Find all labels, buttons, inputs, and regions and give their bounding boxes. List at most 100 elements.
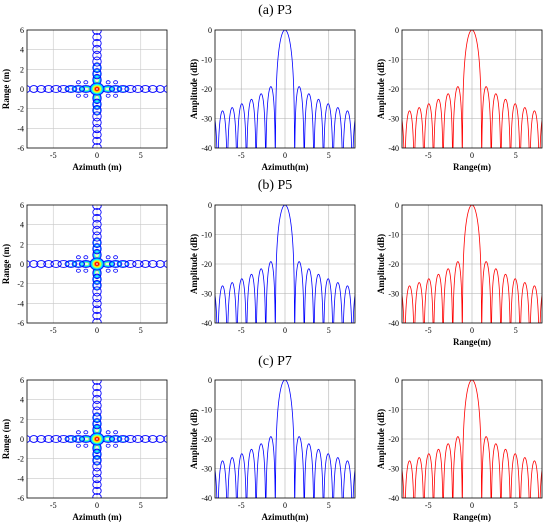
sidelobe-contour [147,260,158,268]
sidelobe-contour [113,443,118,448]
sidelobe-contour [124,260,137,268]
sidelobe-contour [92,30,102,35]
sidelobe-contour [92,311,102,320]
sidelobe-contour [57,85,70,93]
profile-line [402,30,542,148]
y-tick-label: -2 [17,280,24,289]
y-tick-label: 6 [20,201,24,210]
plot-frame [214,379,356,499]
contour-plot [27,30,167,148]
x-tick-label: 0 [283,501,287,510]
sidelobe-contour [92,231,102,242]
y-axis-label: Amplitude (dB) [189,234,199,294]
sidelobe-contour [147,85,158,93]
y-tick-label: 0 [20,85,24,94]
sidelobe-contour [155,260,165,268]
profile-line [402,380,542,498]
sidelobe-contour [113,80,118,85]
sidelobe-contour [83,80,89,85]
sidelobe-contour [76,80,81,85]
plot-frame [214,29,356,149]
x-axis-label: Range(m) [453,162,491,172]
x-axis-label: Azimuth (m) [72,512,121,522]
sidelobe-contour [83,93,89,98]
x-axis-label: Azimuth(m) [262,512,309,522]
contour-plot [27,205,167,323]
y-tick-label: -10 [201,56,212,65]
panel-1-2: 0 -10 -20 -30 -40 -5 0 5 Azimuth(m) Amplitude (dB… [189,26,356,172]
mainlobe-contour [93,85,101,93]
x-tick-label: -5 [425,151,432,160]
y-tick-label: -30 [388,115,399,124]
sidelobe-contour [94,95,100,102]
sidelobe-contour [105,80,111,85]
sidelobe-contour [72,435,84,443]
sidelobe-contour [93,99,101,109]
sidelobe-contour [116,435,130,443]
sidelobe-contour [43,435,54,443]
y-tick-label: -6 [17,144,24,153]
sidelobe-contour [104,86,112,92]
mainlobe-contour [89,82,105,96]
plot-frame [26,379,168,499]
row-title-p5: (b) P5 [257,178,293,193]
sidelobe-contour [65,85,77,93]
sidelobe-contour [93,105,101,115]
sidelobe-contour [92,219,102,229]
sidelobe-contour [93,413,101,423]
sidelobe-contour [65,260,77,268]
y-tick-label: -10 [388,231,399,240]
sidelobe-contour [29,260,39,268]
x-tick-label: -5 [425,501,432,510]
plot-frame [26,29,168,149]
sidelobe-contour [82,436,90,442]
sidelobe-contour [57,260,70,268]
sidelobe-contour [65,435,77,443]
sidelobe-contour [92,56,102,67]
plot-frame [214,204,356,324]
mainlobe-contour [93,435,101,443]
mainlobe-contour [90,258,104,270]
sidelobe-contour [92,50,102,61]
sidelobe-contour [92,406,102,417]
sidelobe-contour [113,255,118,260]
sidelobe-contour [92,394,102,404]
sidelobe-contour [93,244,101,254]
sidelobe-contour [92,292,102,303]
sidelobe-contour [36,260,47,268]
x-tick-label: 0 [283,151,287,160]
y-tick-label: -30 [201,115,212,124]
y-axis-label: Amplitude (dB) [189,409,199,469]
x-tick-label: -5 [425,326,432,335]
sidelobe-contour [140,260,151,268]
sidelobe-contour [116,85,130,93]
sidelobe-contour [92,33,102,42]
sidelobe-contour [92,400,102,411]
x-tick-label: -5 [238,326,245,335]
sidelobe-contour [92,467,102,478]
sidelobe-contour [76,430,81,435]
y-tick-label: -20 [201,85,212,94]
y-axis-label: Amplitude (dB) [376,59,386,119]
y-tick-label: -20 [388,435,399,444]
sidelobe-contour [92,214,102,223]
sidelobe-contour [92,305,102,314]
y-tick-label: -6 [17,319,24,328]
y-tick-label: 4 [20,46,24,55]
sidelobe-contour [92,380,102,385]
sidelobe-contour [94,251,100,258]
y-axis-label: Range (m) [1,69,11,109]
x-tick-label: 5 [139,151,143,160]
sidelobe-contour [92,448,102,460]
y-tick-label: -30 [201,290,212,299]
y-tick-label: -40 [201,144,212,153]
sidelobe-contour [83,443,89,448]
mainlobe-contour [91,84,103,94]
sidelobe-contour [36,435,47,443]
sidelobe-contour [27,85,31,93]
mainlobe-contour [94,262,100,266]
x-tick-label: -5 [238,501,245,510]
sidelobe-contour [163,85,167,93]
sidelobe-contour [92,389,102,398]
y-tick-label: -40 [388,494,399,503]
